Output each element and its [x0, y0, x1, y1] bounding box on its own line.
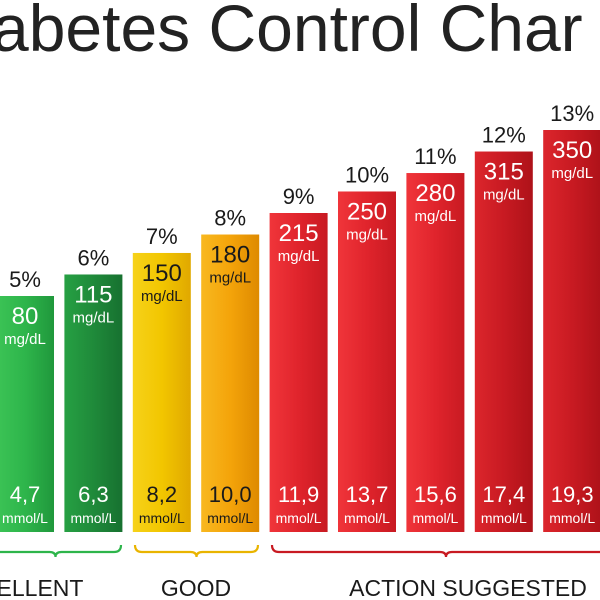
mgdl-value: 150: [142, 260, 182, 287]
mmol-unit: mmol/L: [344, 510, 390, 526]
group-bracket-action: [270, 544, 600, 558]
bar: [0, 296, 54, 532]
mgdl-unit: mg/dL: [551, 165, 593, 182]
percent-label: 11%: [414, 144, 456, 169]
mmol-value: 6,3: [78, 482, 109, 507]
mgdl-unit: mg/dL: [278, 248, 320, 265]
mmol-unit: mmol/L: [207, 510, 253, 526]
mmol-unit: mmol/L: [276, 510, 322, 526]
percent-label: 9%: [283, 184, 315, 209]
group-bracket-good: [133, 544, 260, 558]
mgdl-value: 280: [415, 180, 455, 207]
mmol-unit: mmol/L: [70, 510, 116, 526]
percent-label: 5%: [9, 267, 41, 292]
mmol-value: 10,0: [209, 482, 252, 507]
mgdl-value: 350: [552, 137, 592, 164]
mgdl-value: 250: [347, 198, 387, 225]
percent-label: 10%: [345, 162, 389, 187]
mmol-value: 11,9: [278, 482, 319, 507]
mgdl-value: 215: [279, 220, 319, 247]
mgdl-value: 80: [12, 303, 39, 330]
mgdl-unit: mg/dL: [209, 270, 251, 287]
group-bracket-excellent: [0, 544, 123, 558]
bar: [543, 130, 600, 532]
mgdl-unit: mg/dL: [4, 331, 46, 348]
bar: [338, 191, 396, 532]
mmol-unit: mmol/L: [549, 510, 595, 526]
mgdl-value: 115: [74, 281, 112, 308]
mgdl-unit: mg/dL: [141, 288, 183, 305]
bar: [201, 234, 260, 532]
mgdl-unit: mg/dL: [73, 309, 115, 326]
mgdl-value: 315: [484, 159, 524, 186]
mgdl-unit: mg/dL: [415, 208, 457, 225]
group-label-action: ACTION SUGGESTED: [349, 575, 587, 600]
mmol-value: 4,7: [10, 482, 41, 507]
bar: [269, 213, 328, 532]
mmol-unit: mmol/L: [2, 510, 48, 526]
bar: [64, 274, 123, 532]
mmol-unit: mmol/L: [412, 510, 458, 526]
mmol-value: 19,3: [551, 482, 594, 507]
percent-label: 7%: [146, 224, 178, 249]
mmol-value: 15,6: [414, 482, 457, 507]
percent-label: 8%: [214, 206, 246, 231]
mgdl-unit: mg/dL: [483, 187, 525, 204]
chart-title: abetes Control Char: [0, 0, 583, 65]
mmol-value: 17,4: [482, 482, 525, 507]
mmol-value: 13,7: [346, 482, 389, 507]
group-label-good: GOOD: [161, 575, 231, 600]
mgdl-unit: mg/dL: [346, 226, 388, 243]
mmol-unit: mmol/L: [481, 510, 527, 526]
bar: [132, 252, 191, 533]
group-label-excellent: ELLENT: [0, 575, 83, 600]
mgdl-value: 180: [210, 242, 250, 269]
percent-label: 12%: [482, 123, 526, 148]
percent-label: 6%: [78, 245, 110, 270]
bar: [474, 151, 533, 532]
bar: [406, 173, 465, 532]
mmol-value: 8,2: [147, 482, 178, 507]
mmol-unit: mmol/L: [139, 510, 185, 526]
percent-label: 13%: [550, 101, 594, 126]
